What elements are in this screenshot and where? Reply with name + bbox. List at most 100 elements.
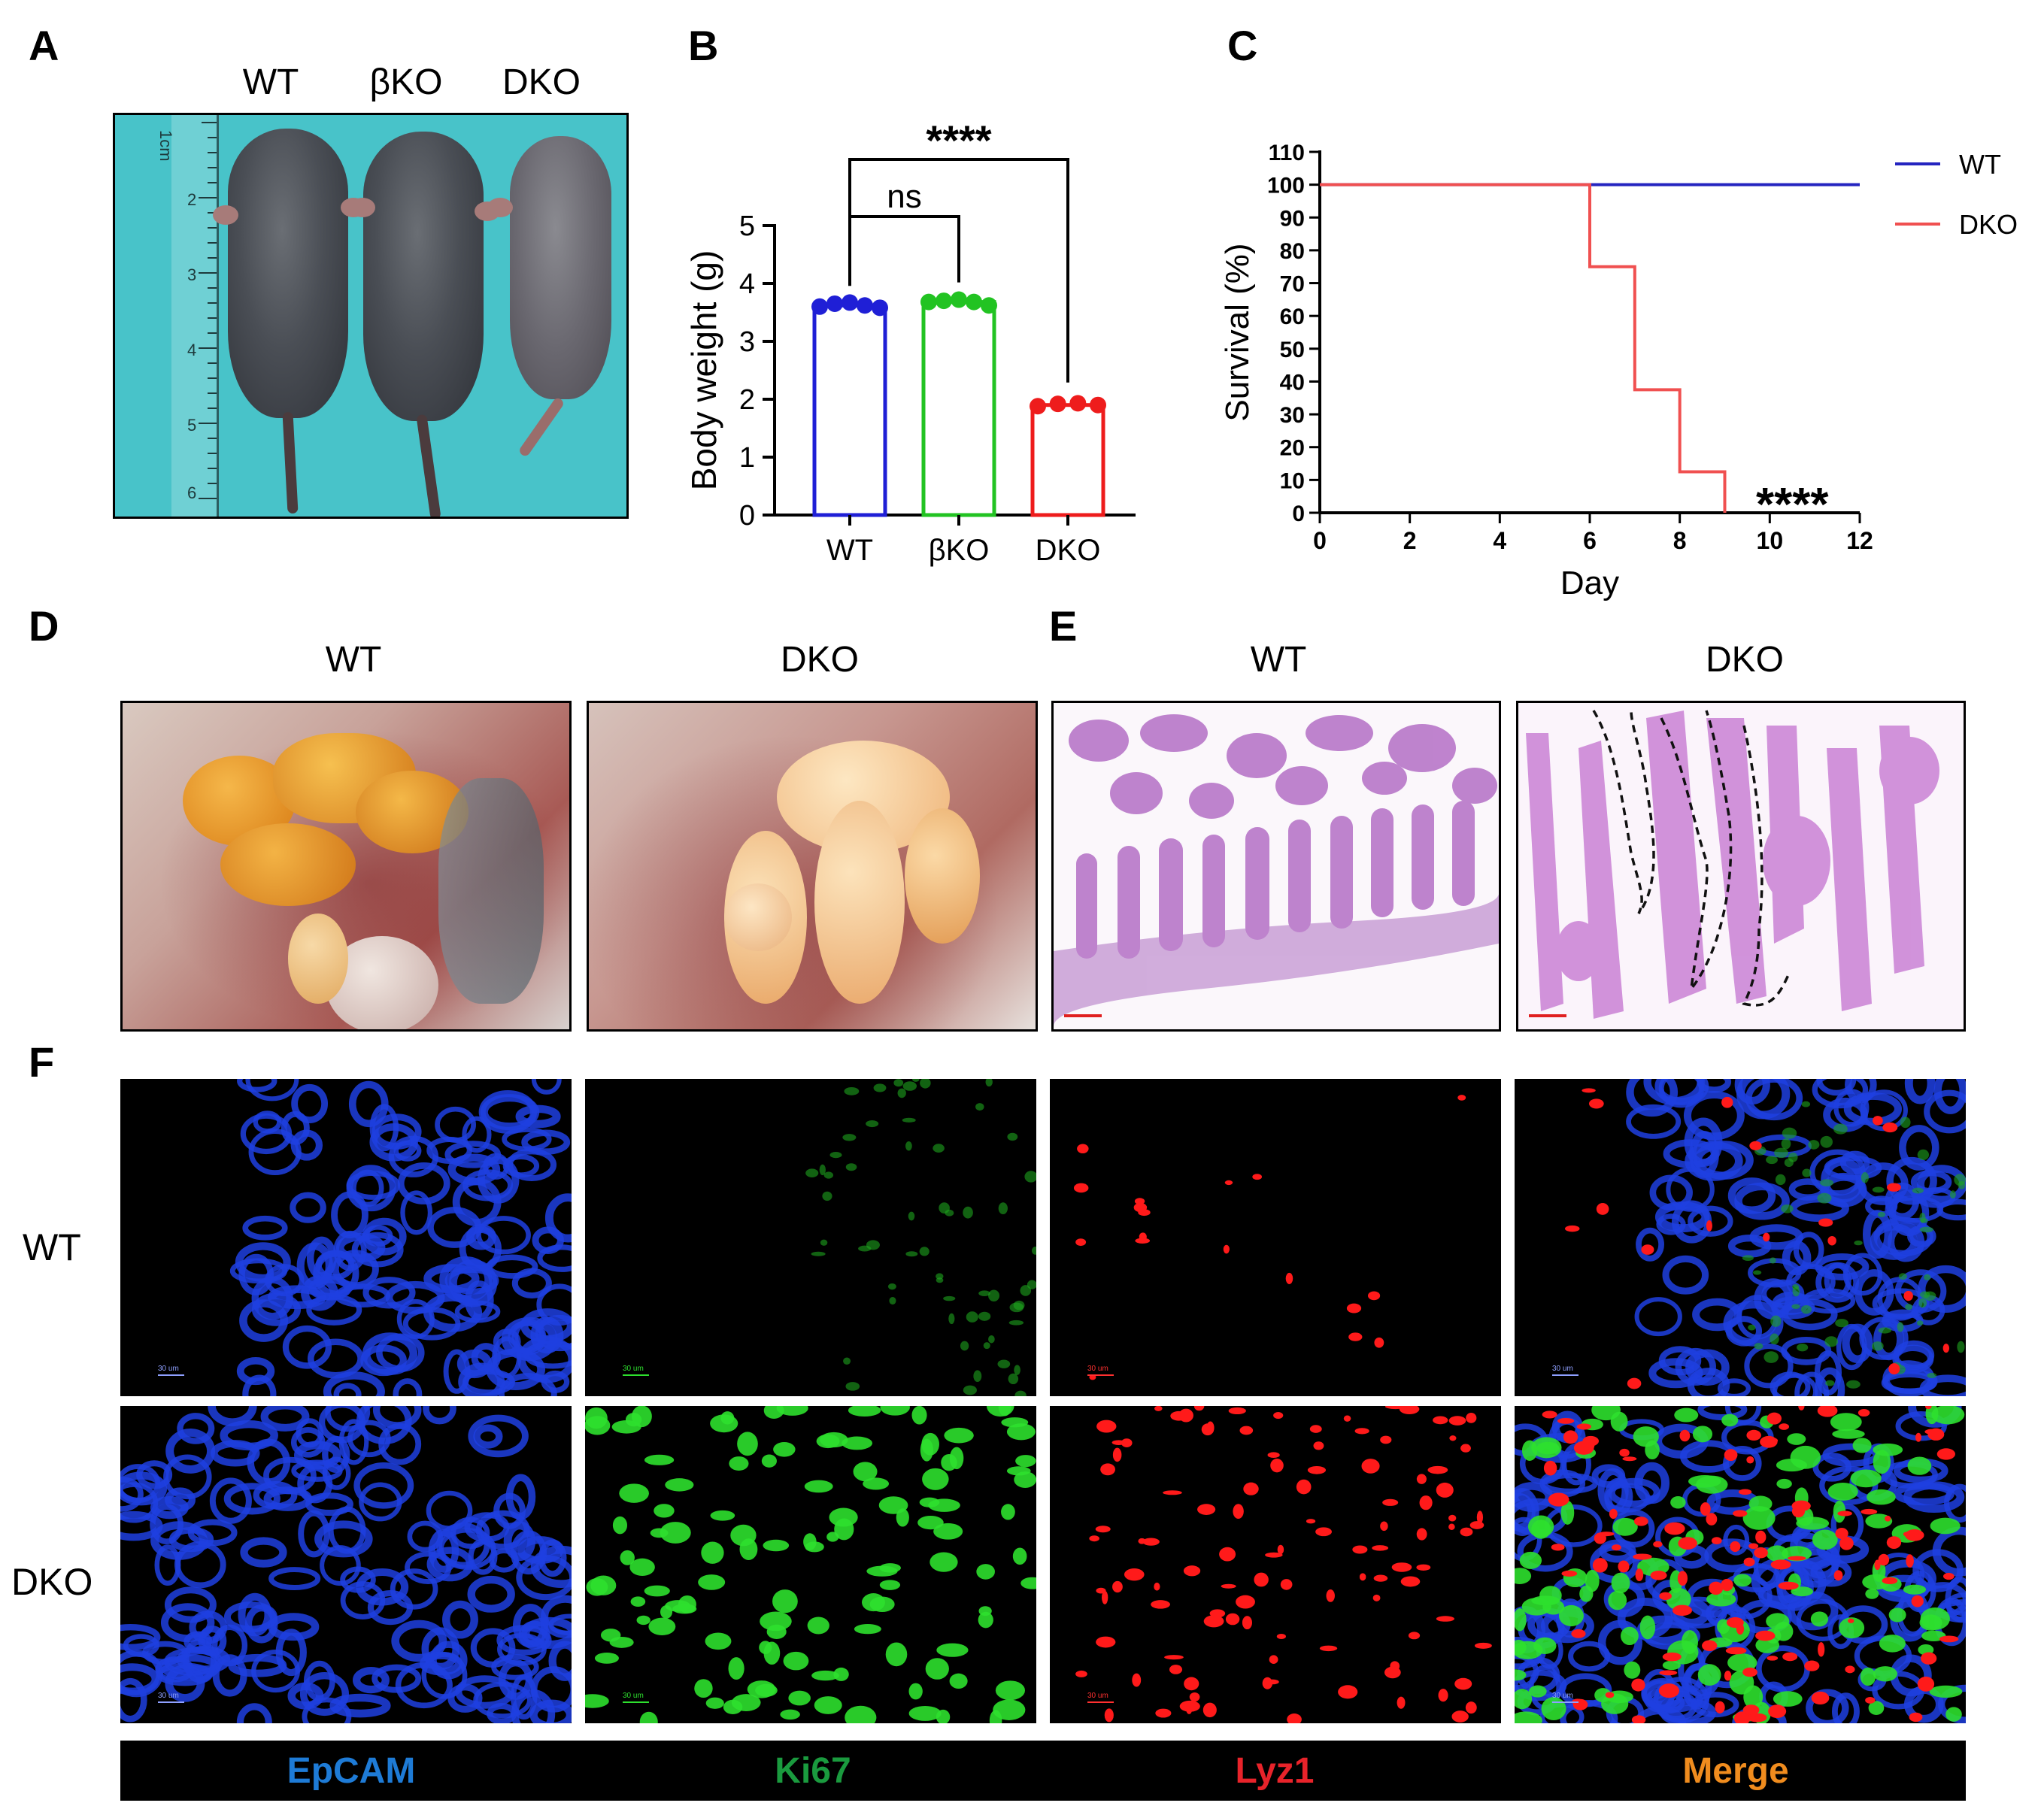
b-point (826, 295, 843, 312)
scale-bar-label: 30 um (623, 1365, 644, 1373)
scale-bar-label: 30 um (623, 1692, 644, 1700)
b-x-tick-label: DKO (1036, 534, 1101, 567)
b-point (1069, 395, 1087, 412)
c-y-tick-label: 30 (1280, 403, 1305, 428)
b-point (1090, 396, 1106, 414)
scale-bar-label: 30 um (1552, 1365, 1573, 1373)
c-x-tick-label: 8 (1673, 527, 1687, 554)
c-x-tick-label: 4 (1493, 527, 1506, 554)
b-bar (1030, 403, 1105, 517)
c-x-tick-label: 6 (1583, 527, 1597, 554)
b-signif-top: **** (926, 117, 991, 164)
ruler-tick-4: 4 (187, 341, 197, 359)
scale-bar-label: 30 um (1087, 1692, 1108, 1700)
b-point (936, 292, 952, 310)
b-point (951, 291, 967, 308)
legend-ki67: Ki67 (775, 1750, 851, 1791)
ruler-tick-3: 3 (187, 265, 197, 284)
mouse-bko (363, 132, 484, 421)
panel-e-header-dko: DKO (1705, 640, 1784, 680)
scale-bar-label: 30 um (158, 1365, 179, 1373)
c-x-axis-label: Day (1560, 565, 1619, 601)
b-signif-ns: ns (887, 178, 921, 215)
mouse-dko (510, 136, 611, 399)
b-point (872, 299, 888, 317)
panel-d-dko-photo (587, 701, 1038, 1032)
b-y-tick-label: 0 (739, 500, 755, 532)
b-bar (812, 303, 887, 517)
c-y-tick-label: 0 (1292, 501, 1305, 526)
b-point (1049, 395, 1066, 413)
panel-f-row-label-dko: DKO (11, 1561, 93, 1603)
panel-f-row-label-wt: WT (23, 1226, 81, 1268)
scale-bar-label: 30 um (158, 1692, 179, 1700)
mouse-bko-tail (416, 414, 441, 517)
b-point (811, 298, 828, 315)
panel-label-e: E (1049, 602, 1078, 650)
b-point (842, 294, 858, 311)
legend-lyz1: Lyz1 (1235, 1750, 1315, 1791)
b-bracket-ns (848, 215, 960, 286)
b-point (857, 297, 873, 314)
fluor-dko-lyz1: 30 um (1050, 1406, 1501, 1723)
panel-f-channel-legend: EpCAM Ki67 Lyz1 Merge (120, 1741, 1966, 1801)
c-y-tick-label: 60 (1280, 305, 1305, 329)
panel-c-chart: 0 10 20 30 40 50 60 70 80 90 100 110 0 2 4 6 8 10 12 Day Sur… (1219, 141, 2018, 601)
mouse-wt-tail (282, 411, 299, 514)
scale-bar-label: 30 um (1552, 1692, 1573, 1700)
panel-label-a: A (29, 22, 59, 69)
b-y-tick-label: 3 (739, 326, 755, 358)
b-y-tick-label: 1 (739, 442, 755, 474)
panel-d-header-dko: DKO (780, 640, 859, 680)
b-y-tick-label: 5 (739, 211, 755, 242)
fluor-dko-epcam: 30 um (120, 1406, 572, 1723)
c-y-tick-label: 10 (1280, 468, 1305, 493)
mouse-bko-paw (350, 198, 375, 217)
fluor-wt-epcam: 30 um (120, 1079, 572, 1396)
panel-a-header-wt: WT (242, 62, 299, 102)
c-y-tick-label: 70 (1280, 272, 1305, 297)
mouse-dko-tail (517, 396, 566, 458)
panel-e-wt-histology (1051, 701, 1501, 1032)
c-series-line-dko (1320, 183, 1727, 513)
ruler-unit: 1cm (156, 130, 175, 162)
fluor-wt-ki67: 30 um (585, 1079, 1036, 1396)
panel-a-header-dko: DKO (502, 62, 581, 102)
c-signif: **** (1756, 479, 1829, 531)
b-x-tick-label: WT (826, 534, 873, 567)
c-y-tick-label: 100 (1267, 174, 1305, 198)
c-y-tick-label: 90 (1280, 206, 1305, 231)
b-point (920, 293, 937, 311)
c-y-axis-label: Survival (%) (1219, 243, 1256, 421)
panel-e-header-wt: WT (1250, 640, 1307, 680)
b-point (966, 293, 982, 311)
b-point (981, 297, 997, 314)
panel-a-header-bko: βKO (369, 62, 443, 102)
c-x-tick-label: 12 (1846, 527, 1873, 554)
b-y-tick-label: 2 (739, 384, 755, 416)
c-legend-label: DKO (1959, 209, 2018, 240)
panel-label-b: B (688, 22, 719, 69)
fluor-wt-merge: 30 um (1515, 1079, 1966, 1396)
mouse-wt-paw (213, 205, 238, 225)
panel-label-f: F (29, 1038, 55, 1086)
c-y-tick-label: 50 (1280, 338, 1305, 362)
panel-e-dko-histology (1516, 701, 1966, 1032)
panel-label-d: D (29, 602, 59, 650)
panel-b-chart: 0 1 2 3 4 5 Body weight (g) WT βKO DKO ****ns (684, 117, 1136, 567)
fluor-dko-ki67: 30 um (585, 1406, 1036, 1723)
mouse-dko-paw (487, 198, 513, 217)
fluor-dko-merge: 30 um (1515, 1406, 1966, 1723)
c-y-tick-label: 40 (1280, 370, 1305, 395)
panel-label-c: C (1227, 22, 1258, 69)
legend-epcam: EpCAM (287, 1750, 416, 1791)
panel-d-wt-photo (120, 701, 572, 1032)
panel-d-header-wt: WT (325, 640, 382, 680)
mouse-wt (228, 129, 348, 418)
c-x-tick-label: 10 (1757, 527, 1784, 554)
c-legend-label: WT (1959, 149, 2001, 180)
c-y-tick-label: 80 (1280, 239, 1305, 264)
c-x-tick-label: 0 (1313, 527, 1327, 554)
legend-merge: Merge (1682, 1750, 1789, 1791)
b-x-tick-label: βKO (929, 534, 990, 567)
